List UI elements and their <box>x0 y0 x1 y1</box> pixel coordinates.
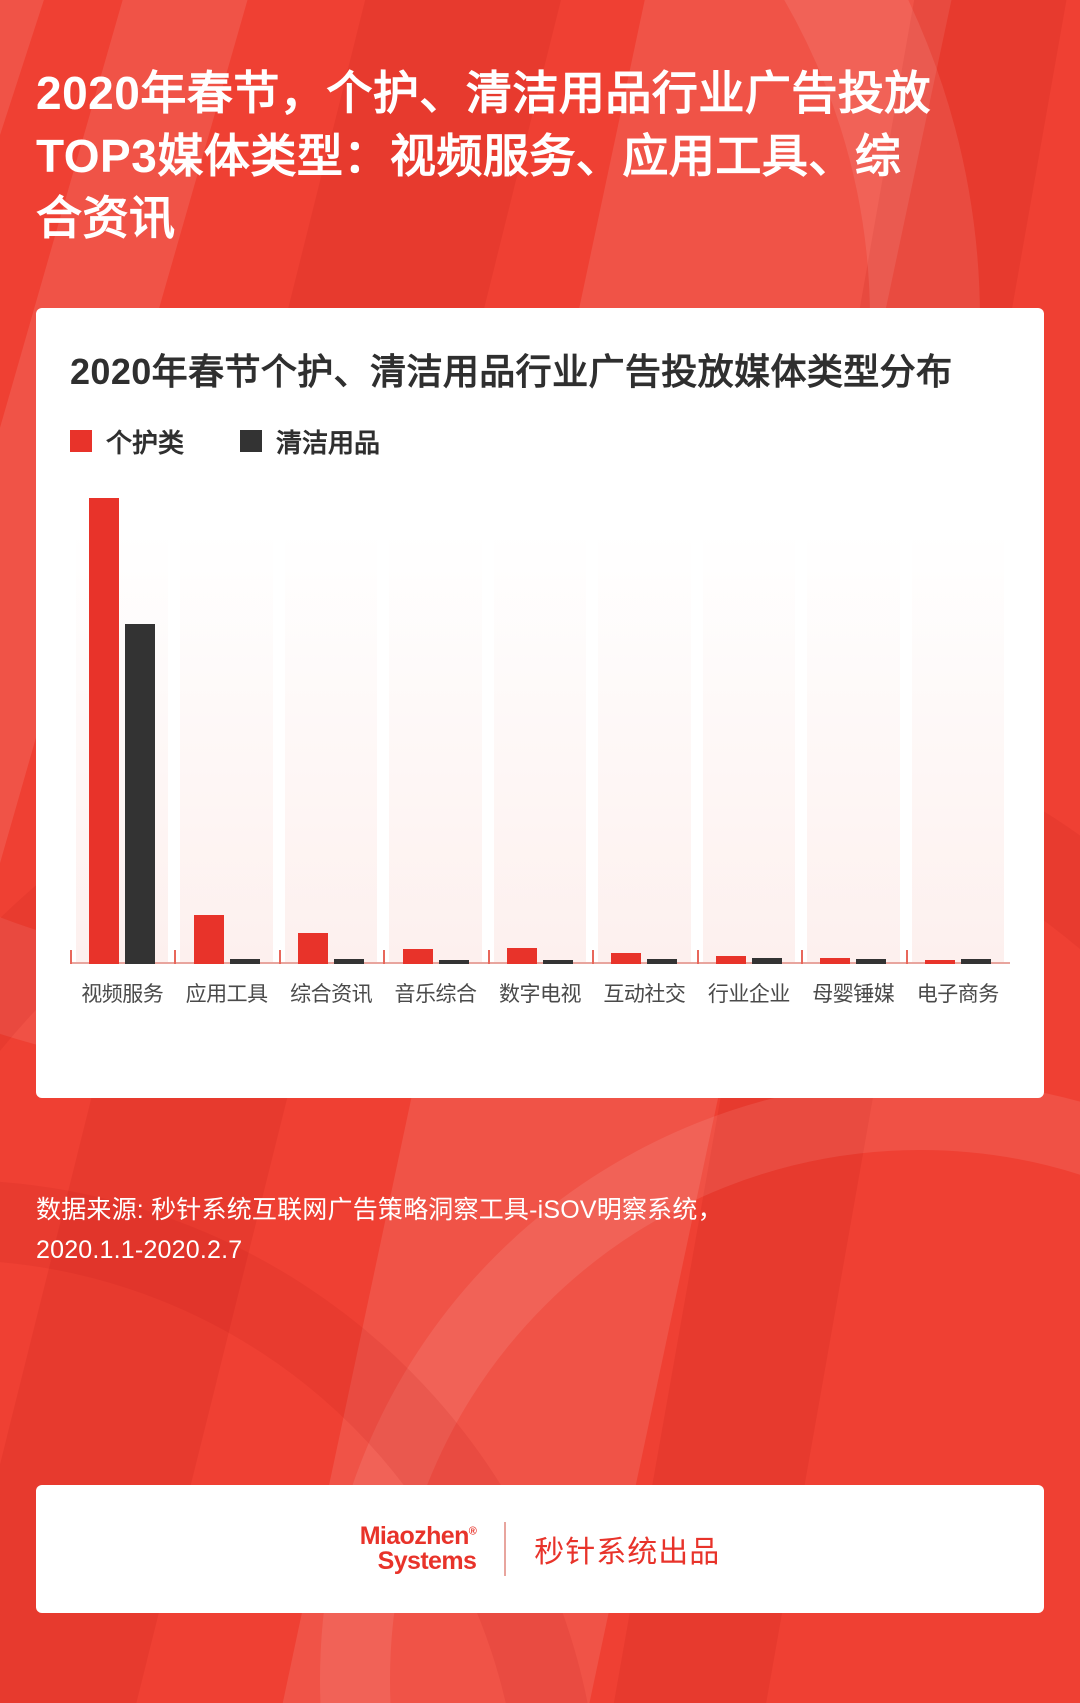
x-axis-label: 互动社交 <box>603 982 686 1006</box>
bar <box>611 952 642 964</box>
bar <box>438 959 469 964</box>
x-axis-label: 数字电视 <box>498 982 582 1006</box>
data-source-line-2: 2020.1.1-2020.2.7 <box>36 1236 243 1265</box>
bar-chart-plot <box>70 494 1010 964</box>
legend-label: 个护类 <box>106 427 185 458</box>
bar <box>229 959 260 964</box>
bar-group <box>696 494 801 964</box>
bar-group-background <box>493 531 587 962</box>
bar-group <box>174 494 278 964</box>
bar <box>820 957 851 964</box>
axis-tick <box>278 949 281 964</box>
x-axis-label: 应用工具 <box>185 982 269 1006</box>
x-axis-labels: 视频服务 应用工具 综合资讯 音乐综合 数字电视 互动社交 行业企业 母婴锤媒 电子商务 <box>70 978 1010 1008</box>
data-source: 数据来源: 秒针系统互联网广告策略洞察工具-iSOV明察系统， 2020.1.1… <box>36 1190 1044 1271</box>
bar <box>715 956 746 964</box>
bar <box>89 497 120 964</box>
legend-swatch-icon <box>70 430 92 453</box>
bar <box>298 933 329 964</box>
bar-group-background <box>180 531 273 962</box>
bar <box>647 959 678 964</box>
x-axis-label: 综合资讯 <box>290 982 373 1006</box>
bar <box>960 959 991 964</box>
bar <box>402 948 433 964</box>
bar-group <box>801 494 905 964</box>
x-axis-label: 电子商务 <box>916 982 1000 1006</box>
bar-group <box>905 494 1010 964</box>
bar <box>334 959 365 964</box>
axis-tick <box>905 949 908 964</box>
bar-group <box>592 494 696 964</box>
axis-tick <box>801 949 804 964</box>
miaozhen-logo: Miaozhen® Systems <box>359 1521 477 1575</box>
page-title: 2020年春节，个护、清洁用品行业广告投放TOP3媒体类型：视频服务、应用工具、… <box>36 67 931 245</box>
axis-tick <box>383 949 386 964</box>
bar <box>924 959 955 964</box>
x-axis-label: 视频服务 <box>81 982 164 1006</box>
bar <box>193 914 224 964</box>
bar-group <box>487 494 592 964</box>
axis-tick <box>174 949 177 964</box>
chart-card: 2020年春节个护、清洁用品行业广告投放媒体类型分布 个护类 清洁用品 视频服务… <box>36 307 1044 1098</box>
chart-title: 2020年春节个护、清洁用品行业广告投放媒体类型分布 <box>70 350 953 392</box>
axis-tick <box>696 949 699 964</box>
axis-tick <box>592 949 595 964</box>
bar-group-background <box>598 531 691 962</box>
bar-group <box>383 494 487 964</box>
bar-group-background <box>389 531 482 962</box>
legend-swatch-icon <box>240 430 263 453</box>
bar-group <box>278 494 383 964</box>
data-source-line-1: 数据来源: 秒针系统互联网广告策略洞察工具-iSOV明察系统， <box>36 1195 723 1224</box>
x-axis-label: 母婴锤媒 <box>812 982 895 1006</box>
axis-tick <box>487 949 490 964</box>
bar <box>125 623 156 964</box>
legend-item-cleaning-products[interactable]: 清洁用品 <box>240 423 380 460</box>
chart-legend: 个护类 清洁用品 <box>70 423 1010 460</box>
bar <box>506 947 537 964</box>
bar-group <box>70 494 174 964</box>
x-axis-label: 行业企业 <box>707 982 791 1006</box>
bar-group-background <box>807 531 900 962</box>
bar <box>856 959 887 964</box>
bar-group-background <box>284 531 378 962</box>
axis-tick <box>70 949 72 964</box>
x-axis-label: 音乐综合 <box>394 982 478 1006</box>
legend-item-personal-care[interactable]: 个护类 <box>70 423 184 460</box>
footer-text: 秒针系统出品 <box>534 1536 721 1569</box>
bar-group-background <box>702 531 796 962</box>
logo-subword: Systems <box>377 1547 477 1575</box>
divider <box>504 1522 507 1576</box>
bar <box>751 958 782 964</box>
bar <box>542 959 573 964</box>
logo-wordmark: Miaozhen <box>359 1521 470 1550</box>
x-axis-line <box>70 961 1010 964</box>
registered-trademark-icon: ® <box>468 1525 477 1538</box>
bar-group-background <box>911 531 1004 962</box>
legend-label: 清洁用品 <box>276 427 381 458</box>
footer-card: Miaozhen® Systems 秒针系统出品 <box>36 1485 1044 1613</box>
